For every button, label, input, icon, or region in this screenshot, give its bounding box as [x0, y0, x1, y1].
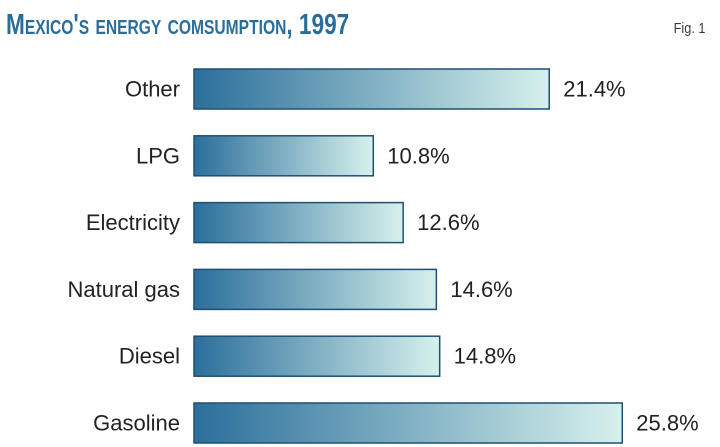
category-label-gasoline: Gasoline	[93, 411, 180, 436]
bar-gasoline	[193, 402, 624, 444]
category-label-other: Other	[125, 77, 180, 102]
value-label-gasoline: 25.8%	[636, 411, 698, 436]
figure-number: Fig. 1	[674, 20, 706, 37]
value-label-lpg: 10.8%	[387, 143, 449, 168]
bar-electricity	[193, 201, 404, 244]
chart-title: Mexico's energy comsumption, 1997	[6, 9, 350, 41]
bar-diesel	[193, 335, 441, 377]
bar-lpg	[193, 135, 375, 177]
category-label-natural-gas: Natural gas	[67, 277, 180, 302]
bar-natural-gas	[193, 268, 438, 311]
category-label-electricity: Electricity	[86, 210, 180, 235]
value-label-electricity: 12.6%	[417, 210, 479, 235]
value-label-other: 21.4%	[563, 77, 625, 102]
bar-other	[193, 68, 550, 110]
value-label-diesel: 14.8%	[454, 344, 516, 369]
bars-group: Other 21.4% LPG 10.8% Electricity 12.6% Natura…	[67, 68, 699, 444]
value-label-natural-gas: 14.6%	[450, 277, 512, 302]
category-label-diesel: Diesel	[119, 344, 180, 369]
category-label-lpg: LPG	[136, 143, 180, 168]
